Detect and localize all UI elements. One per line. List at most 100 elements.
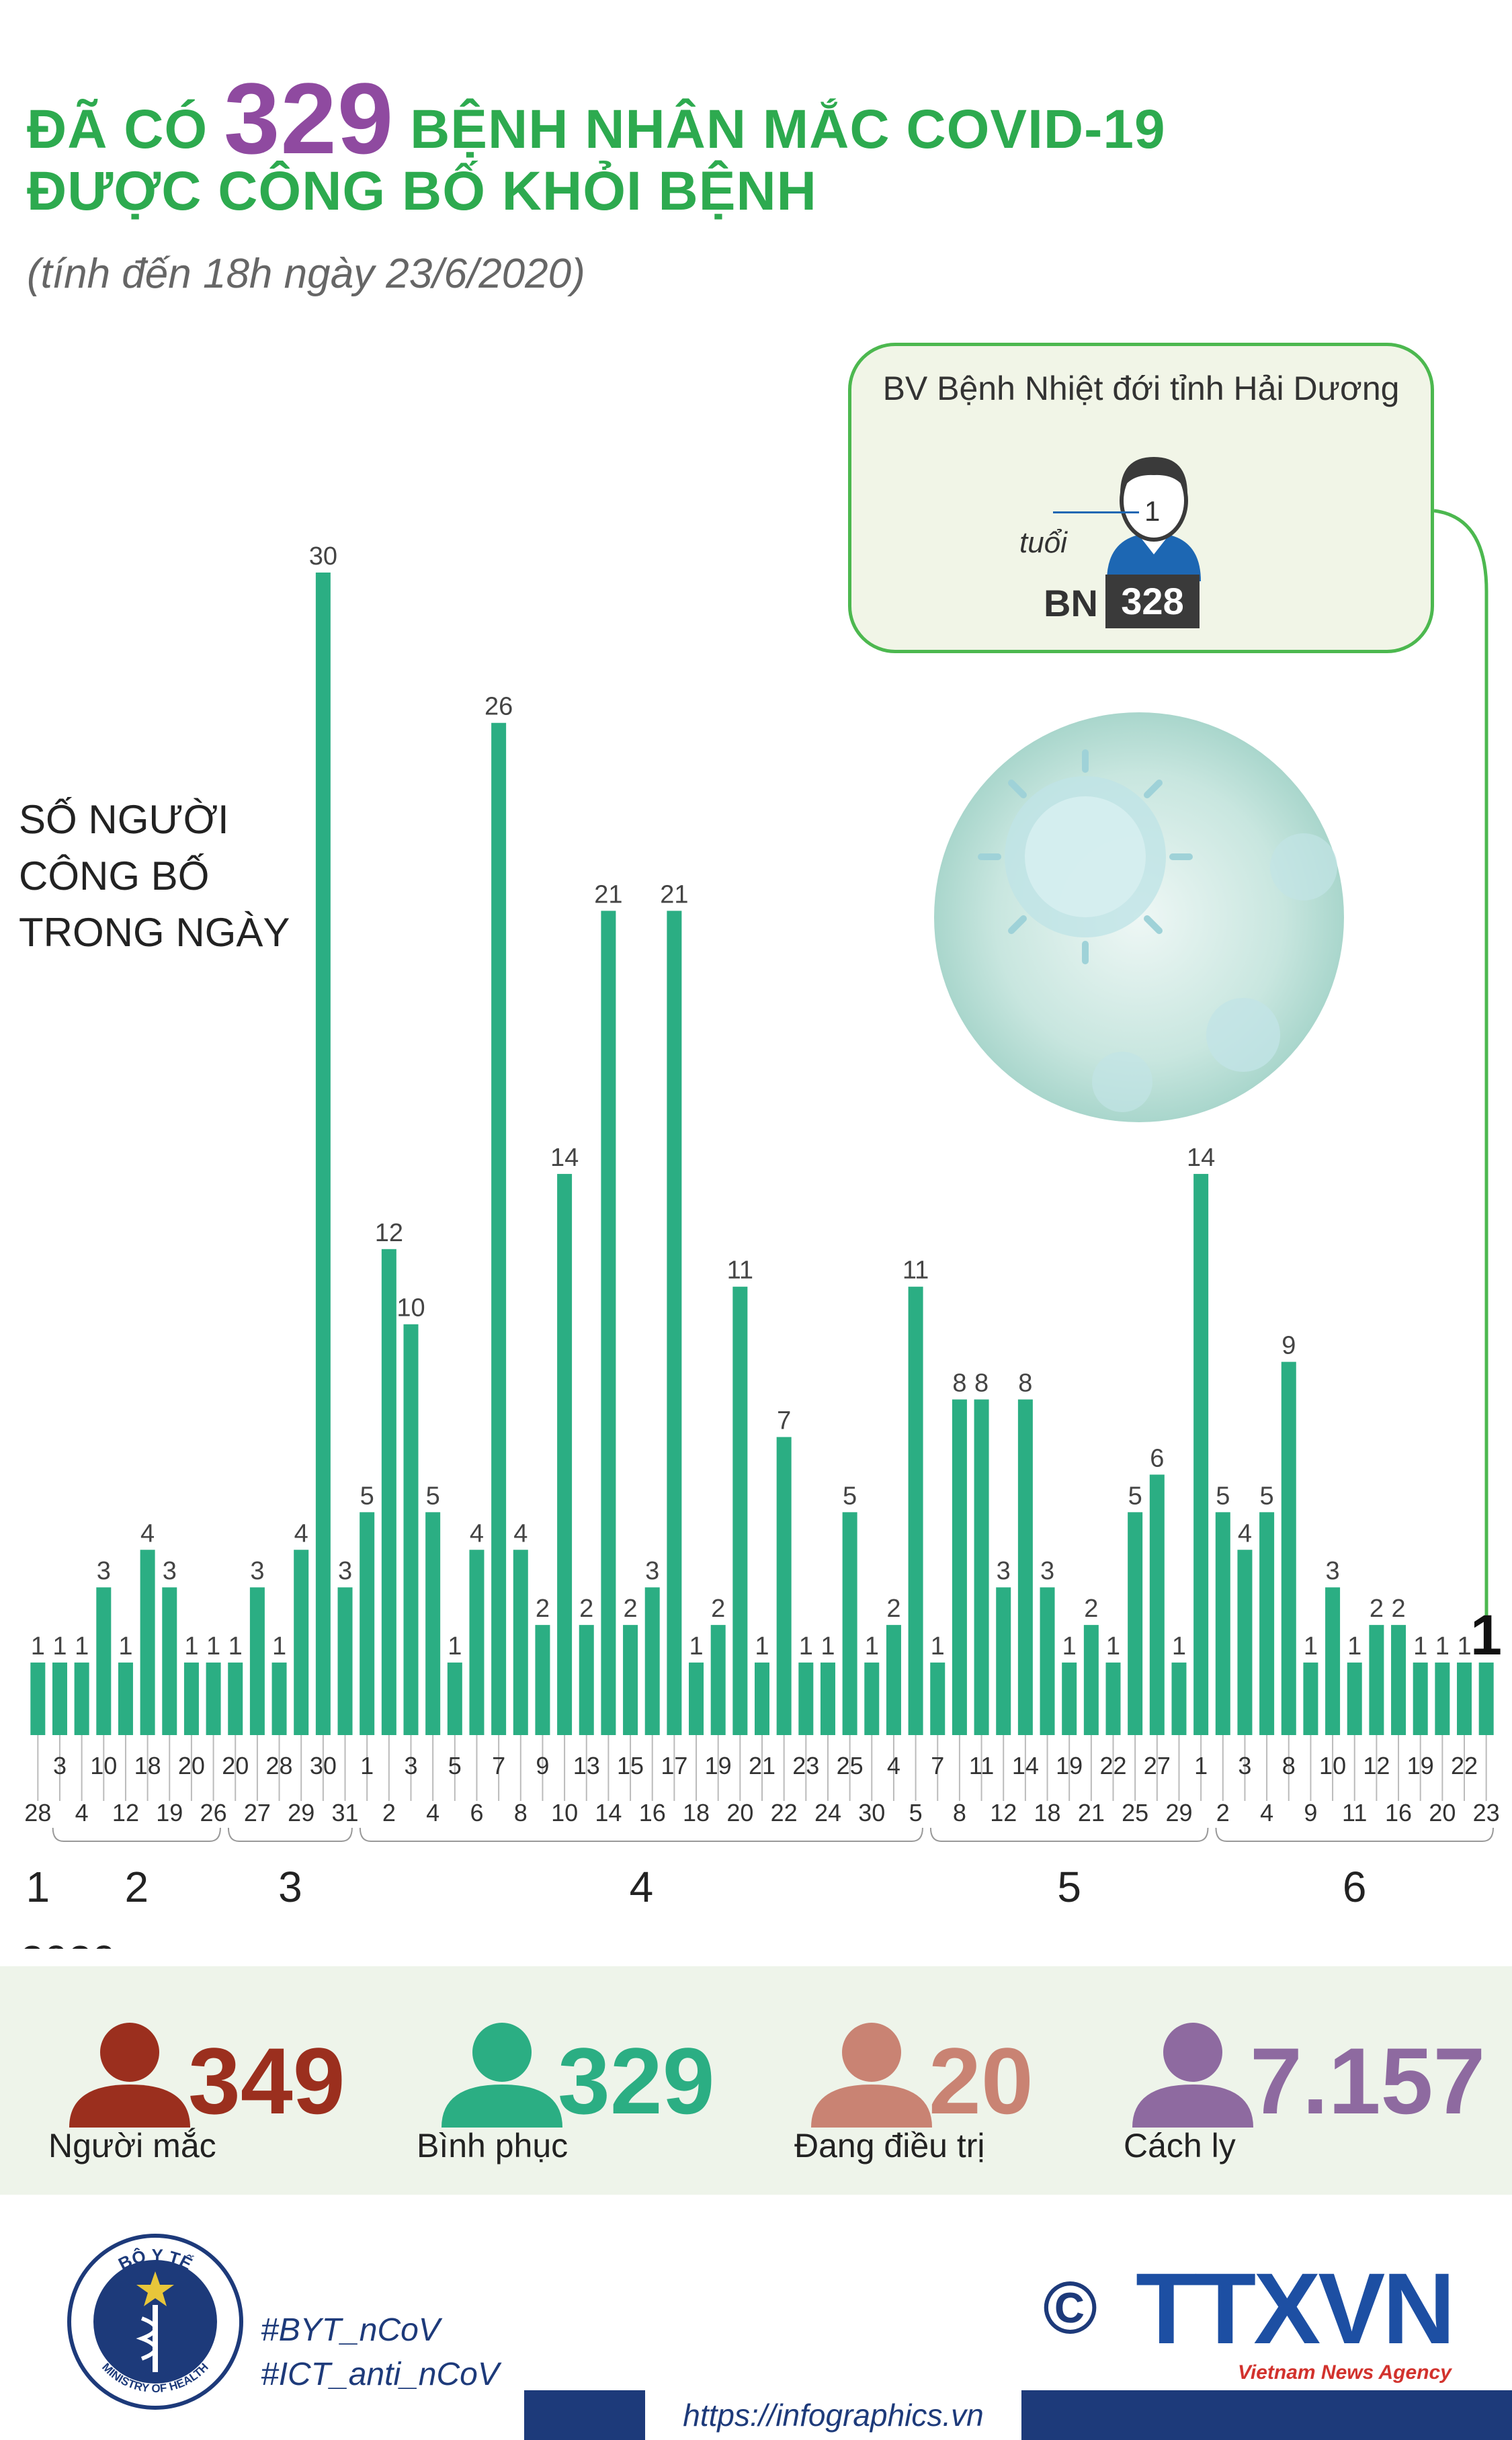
bar (667, 911, 682, 1700)
bar (1478, 1663, 1494, 1700)
tick-label: 24 (814, 1799, 841, 1826)
tick-label: 15 (617, 1752, 644, 1779)
base-block (1347, 1700, 1362, 1735)
base-block (579, 1700, 594, 1735)
data-label: 1 (75, 1632, 89, 1660)
data-label: 1 (1435, 1632, 1450, 1660)
tick-label: 14 (1012, 1752, 1039, 1779)
data-label: 11 (902, 1257, 929, 1285)
data-label: 1 (1413, 1632, 1427, 1660)
website-link[interactable]: https://infographics.vn (645, 2390, 1021, 2440)
tick-label: 30 (858, 1799, 885, 1826)
callout-connector (1433, 509, 1488, 1626)
bar (579, 1625, 594, 1700)
bar (996, 1587, 1011, 1700)
tick-label: 13 (573, 1752, 600, 1779)
bar (557, 1173, 573, 1700)
bar (974, 1399, 989, 1700)
bar (96, 1587, 112, 1700)
bar (1369, 1625, 1384, 1700)
base-block (644, 1700, 660, 1735)
copyright-icon: © (1043, 2267, 1098, 2349)
base-block (623, 1700, 638, 1735)
tick-label: 19 (1056, 1752, 1083, 1779)
tick-label: 12 (990, 1799, 1017, 1826)
tick-label: 3 (1238, 1752, 1251, 1779)
bar (732, 1286, 748, 1700)
tick-label: 4 (75, 1799, 89, 1826)
tick-label: 23 (792, 1752, 819, 1779)
data-label: 1 (1347, 1632, 1361, 1660)
data-label: 10 (396, 1294, 425, 1322)
bar (1281, 1361, 1296, 1700)
month-bracket (929, 1827, 1209, 1842)
data-label: 3 (645, 1557, 659, 1585)
data-label: 5 (1216, 1482, 1230, 1510)
tick-label: 29 (1165, 1799, 1192, 1826)
bar (710, 1625, 726, 1700)
base-block (140, 1700, 155, 1735)
base-block (689, 1700, 704, 1735)
hashtag-byt: #BYT_nCoV (261, 2312, 440, 2348)
tick-label: 20 (726, 1799, 753, 1826)
data-label: 1 (1062, 1632, 1077, 1660)
month-bracket (227, 1827, 353, 1842)
tick-label: 23 (1473, 1799, 1500, 1826)
base-block (1105, 1700, 1121, 1735)
tick-label: 28 (24, 1799, 51, 1826)
bar (74, 1663, 89, 1700)
bar (1259, 1512, 1275, 1700)
base-block (1281, 1700, 1296, 1735)
tick-label: 26 (200, 1799, 227, 1826)
data-label: 21 (660, 880, 688, 909)
age-pointer-line (1053, 511, 1139, 513)
tick-label: 9 (1304, 1799, 1317, 1826)
base-block (1193, 1700, 1209, 1735)
tick-label: 20 (1429, 1799, 1456, 1826)
data-label: 2 (623, 1595, 637, 1623)
base-block (1083, 1700, 1099, 1735)
data-label: 5 (360, 1482, 374, 1510)
base-block (1435, 1700, 1450, 1735)
base-block (403, 1700, 419, 1735)
tick-label: 11 (969, 1752, 994, 1779)
base-block (535, 1700, 550, 1735)
patient-id-number: 328 (1105, 575, 1200, 628)
bar (842, 1512, 857, 1700)
patient-age: 1 (1144, 495, 1161, 527)
tick-label: 6 (470, 1799, 483, 1826)
bar (1017, 1399, 1033, 1700)
bar (776, 1437, 792, 1700)
data-label: 7 (777, 1406, 791, 1435)
month-label: 1 (26, 1863, 50, 1911)
title-suffix: BỆNH NHÂN MẮC COVID-19 (410, 99, 1166, 160)
base-block (1062, 1700, 1077, 1735)
bar (162, 1587, 177, 1700)
month-label: 6 (1343, 1863, 1367, 1911)
patient-id-label: BN (1044, 582, 1098, 624)
data-label: 1 (272, 1632, 286, 1660)
tick-label: 27 (244, 1799, 271, 1826)
month-bracket (1215, 1827, 1494, 1842)
data-label: 2 (1084, 1595, 1098, 1623)
bar (689, 1663, 704, 1700)
tick-label: 1 (360, 1752, 374, 1779)
data-label: 2 (579, 1595, 593, 1623)
data-label: 14 (1187, 1144, 1215, 1172)
bar (513, 1550, 528, 1700)
base-block (249, 1700, 265, 1735)
tick-label: 19 (705, 1752, 732, 1779)
bar (1325, 1587, 1341, 1700)
data-label: 3 (997, 1557, 1011, 1585)
bar (930, 1663, 946, 1700)
data-label: 2 (1370, 1595, 1384, 1623)
bar (30, 1663, 46, 1700)
tick-label: 16 (1385, 1799, 1412, 1826)
base-block (447, 1700, 462, 1735)
tick-label: 19 (156, 1799, 183, 1826)
bar (1062, 1663, 1077, 1700)
base-block (118, 1700, 133, 1735)
bar (271, 1663, 287, 1700)
bar (623, 1625, 638, 1700)
